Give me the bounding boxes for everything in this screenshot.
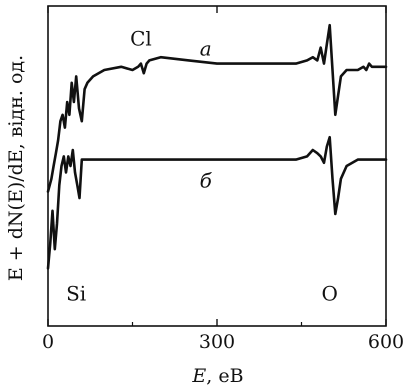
plot-border (47, 5, 387, 327)
plot-frame (47, 5, 387, 327)
series-label: б (200, 169, 213, 193)
peak-annotation: O (321, 281, 337, 305)
peak-annotation: Cl (130, 27, 152, 51)
x-axis-label: E, eB (191, 365, 243, 387)
y-axis-label: E + dN(E)/dE, відн. од. (5, 55, 27, 281)
ticks-layer: 0 300 600 (42, 6, 404, 353)
x-tick-label: 0 (42, 331, 54, 353)
series-line-a (46, 23, 388, 193)
x-axis-label-rest: , eB (206, 365, 243, 387)
x-tick-label: 600 (368, 331, 404, 353)
peak-annotation: Si (66, 281, 86, 305)
series-layer: аб (46, 23, 388, 270)
x-axis-label-var: E (191, 365, 206, 387)
series-line-b (46, 135, 388, 270)
x-tick-label: 300 (199, 331, 235, 353)
annotations-layer: Cl Si O (66, 27, 338, 306)
series-label: а (200, 37, 212, 61)
